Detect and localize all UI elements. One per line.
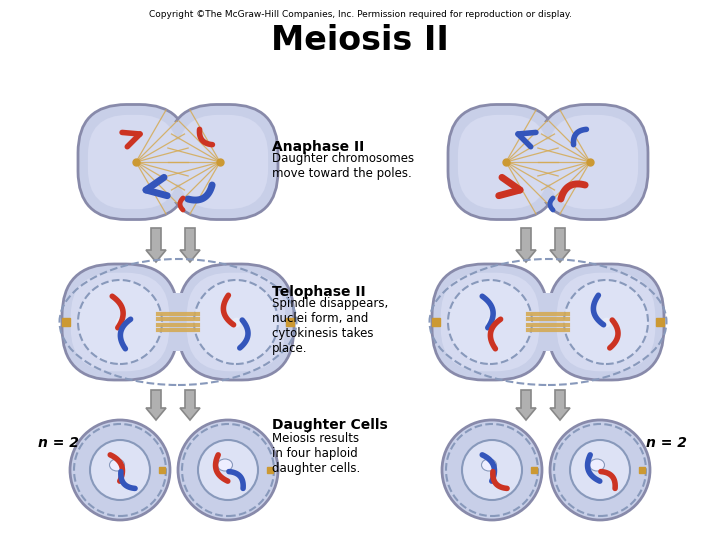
Text: Meiosis II: Meiosis II [271,24,449,57]
Ellipse shape [194,280,278,364]
Ellipse shape [570,440,630,500]
FancyBboxPatch shape [441,273,539,372]
FancyBboxPatch shape [548,264,664,380]
Ellipse shape [90,440,150,500]
Ellipse shape [70,420,170,520]
Bar [508,122,588,202]
FancyBboxPatch shape [71,273,169,372]
FancyArrow shape [146,228,166,262]
Ellipse shape [217,459,233,471]
FancyArrow shape [516,228,536,262]
FancyArrow shape [146,390,166,420]
Ellipse shape [462,440,522,500]
Text: Copyright ©The McGraw-Hill Companies, Inc. Permission required for reproduction : Copyright ©The McGraw-Hill Companies, In… [148,10,572,19]
Ellipse shape [178,420,278,520]
Bar [138,122,218,202]
Text: Daughter chromosomes
move toward the poles.: Daughter chromosomes move toward the pol… [272,152,414,180]
Ellipse shape [78,280,162,364]
Ellipse shape [109,459,125,471]
FancyBboxPatch shape [178,115,268,209]
FancyArrow shape [180,228,200,262]
Text: n = 2: n = 2 [646,436,687,450]
Ellipse shape [590,459,605,471]
Ellipse shape [198,440,258,500]
Text: Spindle disappears,
nuclei form, and
cytokinesis takes
place.: Spindle disappears, nuclei form, and cyt… [272,297,388,355]
FancyBboxPatch shape [432,264,548,380]
FancyBboxPatch shape [178,264,294,380]
Ellipse shape [550,420,650,520]
Bar [513,293,582,351]
FancyBboxPatch shape [88,115,178,209]
Bar [143,293,213,351]
FancyArrow shape [180,390,200,420]
Text: Daughter Cells: Daughter Cells [272,418,388,432]
FancyBboxPatch shape [448,105,558,219]
Ellipse shape [448,280,532,364]
FancyBboxPatch shape [186,273,285,372]
Ellipse shape [564,280,648,364]
FancyBboxPatch shape [62,264,178,380]
FancyBboxPatch shape [458,115,548,209]
FancyBboxPatch shape [78,105,188,219]
Text: Meiosis results
in four haploid
daughter cells.: Meiosis results in four haploid daughter… [272,432,360,475]
Text: Anaphase II: Anaphase II [272,140,364,154]
Text: Telophase II: Telophase II [272,285,366,299]
FancyBboxPatch shape [168,105,278,219]
FancyArrow shape [550,228,570,262]
FancyArrow shape [550,390,570,420]
FancyArrow shape [516,390,536,420]
Text: n = 2: n = 2 [38,436,79,450]
FancyBboxPatch shape [557,273,655,372]
Bar [508,140,588,184]
Ellipse shape [442,420,542,520]
Bar [138,140,218,184]
FancyBboxPatch shape [548,115,638,209]
Ellipse shape [482,459,497,471]
FancyBboxPatch shape [538,105,648,219]
